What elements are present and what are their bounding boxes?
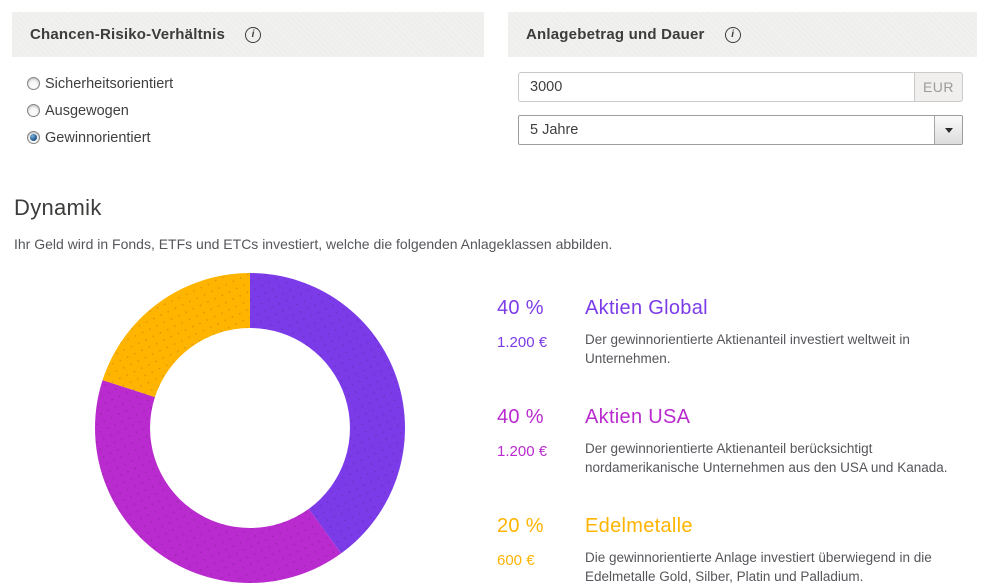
- legend-title: Aktien USA: [585, 406, 691, 428]
- dropdown-button[interactable]: [934, 116, 962, 144]
- strategy-title: Dynamik: [14, 195, 102, 220]
- amount-panel-header: Anlagebetrag und Dauer i: [508, 12, 977, 57]
- radio-label[interactable]: Ausgewogen: [45, 102, 129, 119]
- risk-radio-group: Sicherheitsorientiert Ausgewogen Gewinno…: [12, 70, 484, 151]
- amount-panel-title: Anlagebetrag und Dauer: [526, 26, 705, 43]
- amount-input-group: EUR: [518, 72, 963, 102]
- radio-button-icon[interactable]: [27, 77, 40, 90]
- legend-amount: 1.200 €: [497, 334, 548, 351]
- info-icon[interactable]: i: [245, 26, 262, 43]
- legend-percent: 40 %: [497, 297, 544, 319]
- legend-amount: 1.200 €: [497, 443, 548, 460]
- risk-panel: Chancen-Risiko-Verhältnis i Sicherheitso…: [12, 12, 484, 151]
- donut-slice-texture: [94, 380, 342, 583]
- radio-option-gewinnorientiert[interactable]: Gewinnorientiert: [27, 124, 484, 151]
- allocation-chart-row: 40 % 1.200 € Aktien Global Der gewinnori…: [12, 273, 977, 586]
- radio-button-icon[interactable]: [27, 104, 40, 117]
- radio-button-icon[interactable]: [27, 131, 40, 144]
- radio-option-ausgewogen[interactable]: Ausgewogen: [27, 97, 484, 124]
- legend-title: Aktien Global: [585, 297, 708, 319]
- allocation-legend: 40 % 1.200 € Aktien Global Der gewinnori…: [497, 273, 977, 586]
- amount-controls: EUR 5 Jahre: [508, 72, 977, 145]
- legend-percent: 20 %: [497, 515, 544, 537]
- donut-chart: [94, 273, 405, 583]
- chevron-down-icon: [944, 127, 953, 133]
- legend-description: Die gewinnorientierte Anlage investiert …: [585, 550, 932, 584]
- top-row: Chancen-Risiko-Verhältnis i Sicherheitso…: [12, 12, 977, 151]
- radio-option-sicherheitsorientiert[interactable]: Sicherheitsorientiert: [27, 70, 484, 97]
- legend-amount: 600 €: [497, 552, 535, 569]
- legend-item-edelmetalle: 20 % 600 € Edelmetalle Die gewinnorienti…: [497, 515, 977, 586]
- legend-item-aktien-global: 40 % 1.200 € Aktien Global Der gewinnori…: [497, 297, 977, 368]
- duration-select[interactable]: 5 Jahre: [518, 115, 963, 145]
- currency-addon: EUR: [915, 72, 963, 102]
- amount-input[interactable]: [518, 72, 915, 102]
- radio-label[interactable]: Gewinnorientiert: [45, 129, 151, 146]
- legend-description: Der gewinnorientierte Aktienanteil inves…: [585, 332, 910, 366]
- risk-panel-header: Chancen-Risiko-Verhältnis i: [12, 12, 484, 57]
- info-icon[interactable]: i: [724, 26, 741, 43]
- duration-select-value: 5 Jahre: [530, 122, 579, 138]
- risk-panel-title: Chancen-Risiko-Verhältnis: [30, 26, 226, 43]
- strategy-subtitle: Ihr Geld wird in Fonds, ETFs und ETCs in…: [14, 236, 613, 252]
- donut-slice-texture: [250, 273, 405, 554]
- amount-panel: Anlagebetrag und Dauer i EUR 5 Jahre: [508, 12, 977, 151]
- radio-label[interactable]: Sicherheitsorientiert: [45, 75, 174, 92]
- legend-percent: 40 %: [497, 406, 544, 428]
- legend-description: Der gewinnorientierte Aktienanteil berüc…: [585, 441, 948, 475]
- legend-title: Edelmetalle: [585, 515, 693, 537]
- donut-slice-texture: [102, 273, 250, 398]
- legend-item-aktien-usa: 40 % 1.200 € Aktien USA Der gewinnorient…: [497, 406, 977, 477]
